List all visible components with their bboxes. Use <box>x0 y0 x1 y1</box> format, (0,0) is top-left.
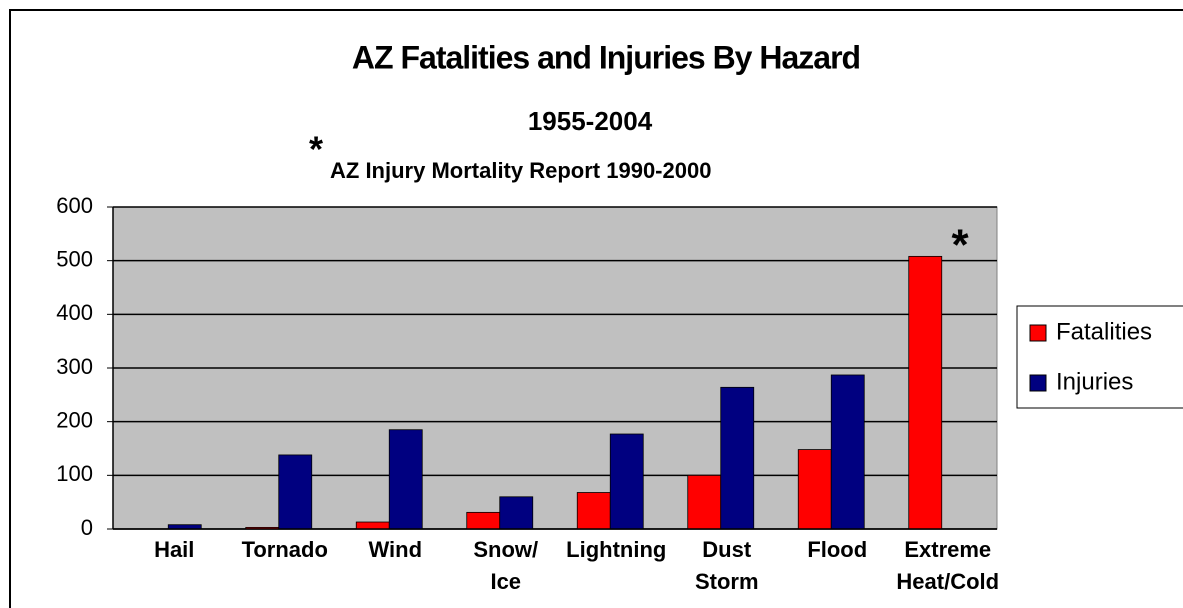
bar <box>720 386 755 530</box>
x-tick-label: Tornado <box>242 537 328 562</box>
bar <box>609 433 644 530</box>
y-tick-label: 300 <box>56 354 93 379</box>
x-tick-label: Lightning <box>566 537 666 562</box>
bar <box>388 429 423 530</box>
y-tick-label: 500 <box>56 246 93 271</box>
bar <box>908 255 943 530</box>
y-tick-label: 600 <box>56 193 93 218</box>
x-tick-label: Hail <box>154 537 194 562</box>
y-tick-label: 200 <box>56 407 93 432</box>
bar <box>499 496 534 530</box>
bar <box>687 474 722 530</box>
y-tick-label: 100 <box>56 461 93 486</box>
annotation: * <box>951 221 969 270</box>
y-tick-label: 400 <box>56 300 93 325</box>
x-tick-label: Extreme Heat/Cold <box>896 537 999 594</box>
legend-label: Injuries <box>1056 368 1133 395</box>
bar <box>797 449 832 530</box>
x-tick-label: Dust Storm <box>695 537 759 594</box>
chart-note: AZ Injury Mortality Report 1990-2000 <box>330 158 711 183</box>
bar <box>466 511 501 530</box>
bar <box>355 521 390 530</box>
bar <box>830 374 865 530</box>
chart-title: AZ Fatalities and Injuries By Hazard <box>352 39 860 75</box>
legend-label: Fatalities <box>1056 318 1152 345</box>
x-tick-label: Wind <box>368 537 422 562</box>
x-tick-label: Flood <box>807 537 867 562</box>
legend-swatch <box>1029 324 1047 342</box>
bar <box>576 492 611 530</box>
bar <box>278 454 313 530</box>
legend-swatch <box>1029 374 1047 392</box>
annotation: * <box>309 129 323 170</box>
x-tick-label: Snow/Ice <box>473 537 538 594</box>
y-tick-label: 0 <box>81 515 93 540</box>
chart-subtitle: 1955-2004 <box>528 106 653 136</box>
